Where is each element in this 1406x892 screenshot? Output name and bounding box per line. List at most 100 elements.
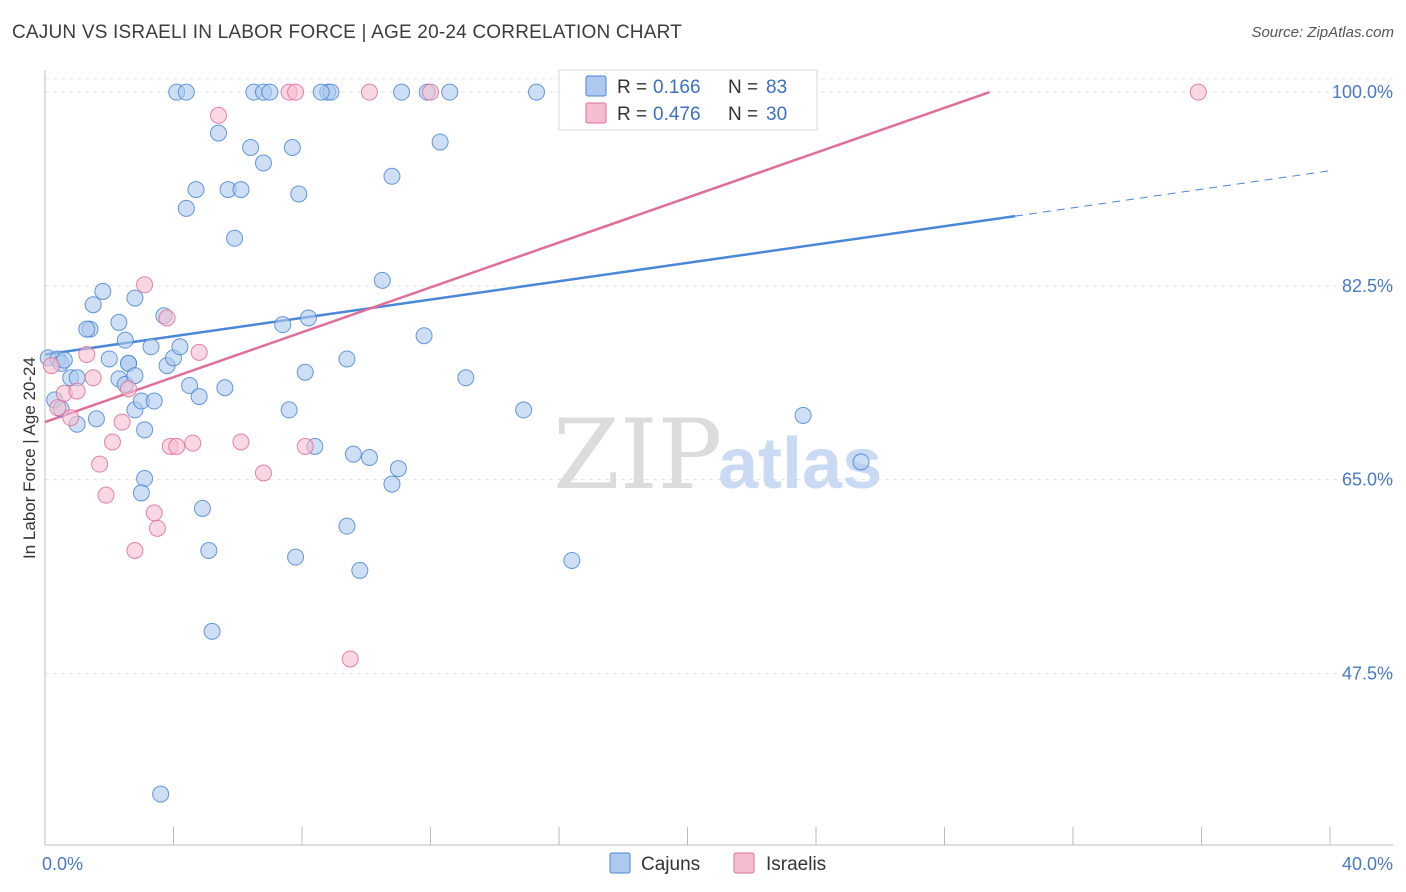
cajun-point [100, 350, 118, 368]
cajun-point [794, 406, 812, 424]
axes [44, 70, 1393, 846]
israeli-point [42, 357, 60, 375]
cajun-point [457, 369, 475, 387]
cajun-point [136, 421, 154, 439]
legend-n-value-cajuns: 83 [766, 77, 787, 98]
cajun-point [142, 338, 160, 356]
cajun-point [171, 338, 189, 356]
cajun-point [152, 785, 170, 803]
y-tick-label: 47.5% [1342, 663, 1393, 683]
cajun-point [94, 282, 112, 300]
cajun-point [360, 449, 378, 466]
israeli-point [62, 409, 80, 427]
cajun-point [232, 181, 250, 199]
israeli-point [78, 346, 96, 364]
cajun-point [338, 517, 356, 535]
legend-r-label-cajuns: R = [617, 77, 647, 98]
cajun-point [373, 271, 391, 289]
bottom-legend: Cajuns Israelis [609, 852, 826, 875]
israeli-point [158, 309, 176, 327]
cajun-trend-line [44, 214, 1016, 356]
cajun-point [852, 453, 870, 471]
cajun-point [145, 392, 163, 410]
cajun-point [296, 363, 314, 381]
y-tick-label: 65.0% [1342, 470, 1393, 490]
legend-r-value-israelis: 0.476 [653, 104, 701, 125]
cajun-point [351, 561, 369, 579]
cajun-point [299, 309, 317, 327]
cajun-trend-extension [1015, 170, 1331, 217]
cajun-point [193, 499, 211, 517]
cajun-point [393, 83, 411, 101]
israeli-point [341, 650, 359, 668]
israeli-point [113, 413, 131, 431]
cajun-point [383, 167, 401, 185]
israeli-point [136, 276, 154, 294]
legend-r-label-israelis: R = [617, 104, 647, 125]
cajun-point [78, 320, 96, 338]
cajun-point [274, 316, 292, 334]
israeli-point [168, 437, 186, 455]
cajun-point [132, 484, 150, 502]
cajun-point [226, 229, 244, 247]
cajun-point [441, 83, 459, 101]
cajun-point [242, 139, 260, 156]
cajun-point [389, 460, 407, 478]
tick-labels: 100.0% 82.5% 65.0% 47.5% 0.0% 40.0% [42, 82, 1393, 874]
y-tick-label: 82.5% [1342, 276, 1393, 296]
watermark: ZIP atlas [553, 399, 882, 511]
cajun-point [515, 401, 533, 419]
cajun-point [415, 327, 433, 345]
cajun-point [344, 445, 362, 463]
israeli-point [103, 433, 121, 451]
cajun-point [136, 470, 154, 488]
x-tick-label-min: 0.0% [42, 854, 83, 874]
israeli-point [91, 455, 109, 473]
grid-lines [45, 78, 1393, 674]
israeli-point [120, 380, 138, 398]
cajun-point [563, 551, 581, 569]
x-tick-label-max: 40.0% [1342, 854, 1393, 874]
israeli-point [209, 106, 227, 124]
cajun-point [181, 377, 199, 395]
israeli-point [287, 83, 305, 101]
cajun-point [338, 350, 356, 368]
bottom-legend-israelis: Israelis [766, 854, 826, 875]
legend-n-value-israelis: 30 [766, 104, 787, 125]
cajun-point [209, 124, 227, 142]
cajun-point [312, 83, 330, 101]
israeli-point [68, 382, 86, 400]
bottom-legend-swatch-israelis [733, 852, 755, 874]
cajun-point [290, 185, 308, 203]
legend-r-value-cajuns: 0.166 [653, 77, 701, 98]
israeli-point [360, 83, 378, 101]
data-points [39, 83, 1207, 803]
cajun-point [280, 401, 298, 419]
legend-n-label-cajuns: N = [728, 77, 758, 98]
y-axis-label: In Labor Force | Age 20-24 [20, 357, 39, 559]
watermark-zip: ZIP [553, 399, 722, 511]
chart-title: CAJUN VS ISRAELI IN LABOR FORCE | AGE 20… [12, 22, 682, 43]
cajun-point [287, 548, 305, 566]
cajun-point [203, 622, 221, 640]
chart-source: Source: ZipAtlas.com [1251, 24, 1394, 41]
cajun-point [110, 313, 128, 331]
cajun-point [528, 83, 546, 101]
israeli-point [148, 519, 166, 537]
israeli-point [422, 83, 439, 101]
israeli-point [184, 434, 202, 452]
israeli-point [190, 343, 208, 361]
israeli-point [296, 437, 314, 455]
israeli-point [145, 504, 163, 522]
cajun-point [383, 475, 401, 493]
cajun-point [431, 133, 449, 151]
cajun-point [187, 181, 205, 199]
cajun-point [126, 289, 144, 307]
israeli-point [126, 542, 144, 559]
legend-n-label-israelis: N = [728, 104, 758, 125]
israeli-point [1189, 83, 1207, 101]
israeli-point [97, 486, 115, 504]
legend: R = 0.166 N = 83 R = 0.476 N = 30 [558, 69, 818, 131]
legend-swatch-cajuns [585, 75, 607, 97]
cajun-point [216, 379, 234, 397]
